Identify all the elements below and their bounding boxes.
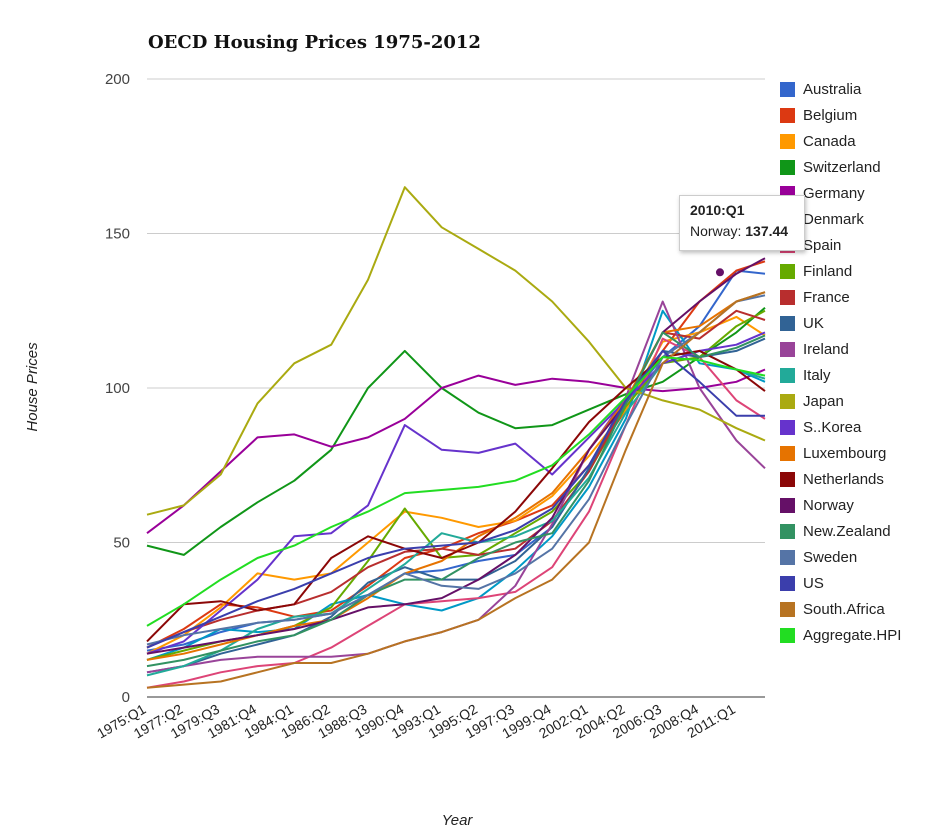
legend-swatch <box>780 263 795 279</box>
tooltip-body: Norway: 137.44 <box>690 223 794 239</box>
series-line-germany[interactable] <box>146 368 766 534</box>
y-tick-label: 150 <box>105 226 130 243</box>
y-tick-label: 200 <box>105 71 130 88</box>
legend-label: Germany <box>803 184 865 202</box>
legend-swatch <box>780 315 795 331</box>
series-line-japan[interactable] <box>146 186 766 516</box>
tooltip-title: 2010:Q1 <box>690 202 745 218</box>
legend-swatch <box>780 601 795 617</box>
legend-item[interactable]: Italy <box>780 362 901 388</box>
series-line-aggregate-hpi[interactable] <box>146 356 766 627</box>
legend-swatch <box>780 471 795 487</box>
legend-item[interactable]: Canada <box>780 128 901 154</box>
legend-label: Denmark <box>803 210 864 228</box>
series-line-france[interactable] <box>146 309 766 649</box>
series-line-netherlands[interactable] <box>146 349 766 643</box>
legend-label: Italy <box>803 366 831 384</box>
legend-item[interactable]: S..Korea <box>780 414 901 440</box>
legend-swatch <box>780 289 795 305</box>
legend-item[interactable]: Japan <box>780 388 901 414</box>
legend-label: UK <box>803 314 824 332</box>
series-line-switzerland[interactable] <box>146 306 766 556</box>
series-line-s-korea[interactable] <box>146 331 766 655</box>
legend-label: S..Korea <box>803 418 862 436</box>
legend-swatch <box>780 419 795 435</box>
legend-item[interactable]: US <box>780 570 901 596</box>
legend-swatch <box>780 627 795 643</box>
legend-label: Ireland <box>803 340 849 358</box>
series-line-denmark[interactable] <box>146 309 766 661</box>
tooltip-series-label: Norway: <box>690 223 742 239</box>
legend-item[interactable]: Belgium <box>780 102 901 128</box>
legend-item[interactable]: Finland <box>780 258 901 284</box>
series-line-uk[interactable] <box>146 337 766 674</box>
legend-label: Belgium <box>803 106 858 124</box>
series-line-norway[interactable] <box>146 257 766 655</box>
legend-label: Spain <box>803 236 842 254</box>
legend-item[interactable]: Netherlands <box>780 466 901 492</box>
legend-label: Sweden <box>803 548 858 566</box>
legend-item[interactable]: Ireland <box>780 336 901 362</box>
legend-label: Norway <box>803 496 854 514</box>
gridlines <box>147 78 765 698</box>
chart-title: OECD Housing Prices 1975-2012 <box>148 32 481 53</box>
legend-item[interactable]: South.Africa <box>780 596 901 622</box>
legend-swatch <box>780 393 795 409</box>
y-axis-title: House Prices <box>24 342 41 432</box>
series-line-canada[interactable] <box>146 315 766 655</box>
legend-label: Netherlands <box>803 470 884 488</box>
y-tick-label: 0 <box>122 689 130 706</box>
legend-label: Luxembourg <box>803 444 887 462</box>
y-tick-label: 100 <box>105 380 130 397</box>
legend-label: South.Africa <box>803 600 885 618</box>
y-tick-labels: 0 50 100 150 200 <box>105 71 130 706</box>
series-line-new-zealand[interactable] <box>146 331 766 668</box>
legend-item[interactable]: Norway <box>780 492 901 518</box>
legend-swatch <box>780 107 795 123</box>
legend: Australia Belgium Canada Switzerland Germany… <box>780 76 901 648</box>
series-lines[interactable] <box>146 186 766 689</box>
legend-swatch <box>780 159 795 175</box>
legend-label: Australia <box>803 80 862 98</box>
legend-label: Finland <box>803 262 853 280</box>
legend-swatch <box>780 133 795 149</box>
y-tick-label: 50 <box>113 535 130 552</box>
x-tick-labels: 1975:Q11977:Q21979:Q31981:Q41984:Q11986:… <box>94 701 738 742</box>
legend-item[interactable]: Luxembourg <box>780 440 901 466</box>
legend-label: US <box>803 574 824 592</box>
legend-item[interactable]: Australia <box>780 76 901 102</box>
legend-label: Japan <box>803 392 844 410</box>
legend-swatch <box>780 497 795 513</box>
x-axis-title: Year <box>442 812 474 829</box>
legend-swatch <box>780 549 795 565</box>
legend-item[interactable]: UK <box>780 310 901 336</box>
legend-label: France <box>803 288 850 306</box>
legend-swatch <box>780 81 795 97</box>
legend-label: Aggregate.HPI <box>803 626 902 644</box>
legend-label: New.Zealand <box>803 522 891 540</box>
legend-swatch <box>780 575 795 591</box>
series-line-us[interactable] <box>146 349 765 649</box>
legend-swatch <box>780 367 795 383</box>
legend-item[interactable]: New.Zealand <box>780 518 901 544</box>
series-line-sweden[interactable] <box>146 294 766 646</box>
legend-label: Switzerland <box>803 158 881 176</box>
hover-markers <box>715 268 724 277</box>
tooltip: 2010:Q1 Norway: 137.44 <box>679 195 805 251</box>
legend-item[interactable]: France <box>780 284 901 310</box>
series-line-finland[interactable] <box>146 309 766 661</box>
legend-item[interactable]: Aggregate.HPI <box>780 622 901 648</box>
legend-label: Canada <box>803 132 856 150</box>
legend-swatch <box>780 523 795 539</box>
series-line-spain[interactable] <box>146 337 766 689</box>
hover-point <box>715 268 724 277</box>
tooltip-value: 137.44 <box>745 223 789 239</box>
legend-swatch <box>780 341 795 357</box>
legend-item[interactable]: Sweden <box>780 544 901 570</box>
legend-item[interactable]: Switzerland <box>780 154 901 180</box>
legend-swatch <box>780 445 795 461</box>
